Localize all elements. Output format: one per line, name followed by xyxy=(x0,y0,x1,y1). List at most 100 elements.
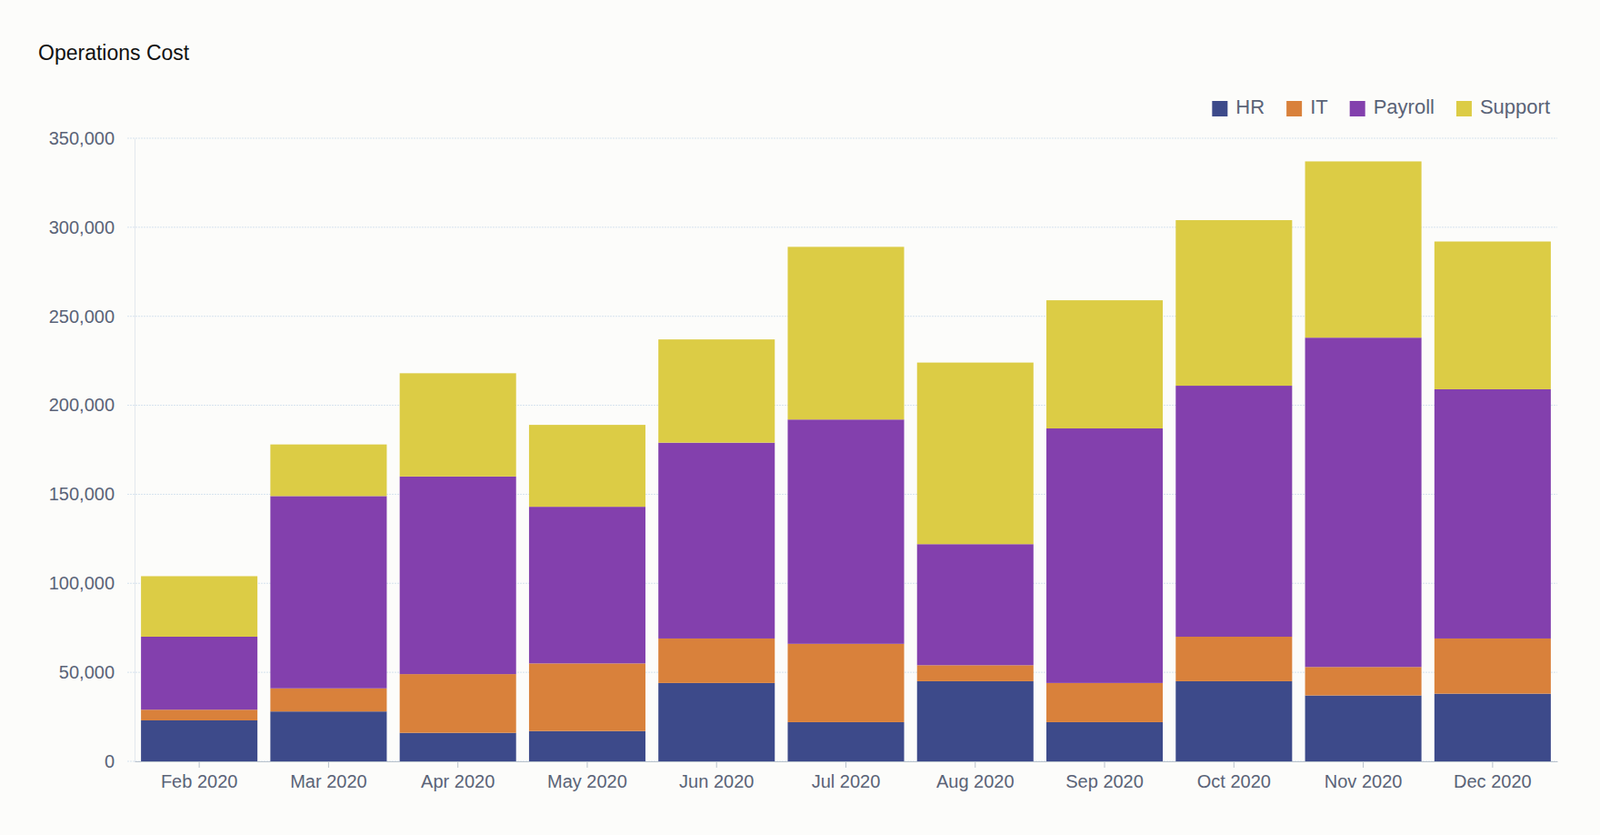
legend-item: Support xyxy=(1456,95,1550,119)
grid-line xyxy=(127,138,1558,140)
y-tick-label: 0 xyxy=(104,750,115,771)
bar xyxy=(529,424,646,507)
x-tick-label: Mar 2020 xyxy=(290,770,368,791)
y-tick-label: 150,000 xyxy=(49,483,115,504)
bar xyxy=(270,710,387,761)
y-tick: 350,000 xyxy=(49,128,135,149)
x-tick: Dec 2020 xyxy=(1453,760,1532,791)
legend-swatch xyxy=(1211,100,1228,117)
bar xyxy=(1046,682,1163,722)
x-tick: Sep 2020 xyxy=(1065,760,1144,791)
x-tick-label: Feb 2020 xyxy=(160,770,239,791)
legend-item: HR xyxy=(1211,95,1265,119)
bar xyxy=(270,444,387,497)
bar xyxy=(917,664,1034,681)
y-tick: 0 xyxy=(104,750,135,771)
y-tick-label: 250,000 xyxy=(49,306,115,327)
x-tick-label: May 2020 xyxy=(547,770,628,791)
y-axis-line xyxy=(134,139,136,762)
bar xyxy=(1175,680,1292,761)
bar xyxy=(1434,389,1551,639)
bar xyxy=(529,506,646,663)
bar xyxy=(1046,428,1163,683)
x-tick-mark xyxy=(716,760,718,768)
y-tick: 250,000 xyxy=(49,306,135,327)
legend-swatch xyxy=(1286,100,1302,117)
x-tick-label: Jul 2020 xyxy=(811,770,881,791)
x-tick-mark xyxy=(1233,760,1235,768)
bar xyxy=(270,688,387,711)
x-tick: May 2020 xyxy=(547,760,628,791)
bar xyxy=(400,732,517,761)
x-tick-label: Nov 2020 xyxy=(1324,770,1403,791)
x-tick-mark xyxy=(845,760,847,768)
bar xyxy=(140,720,258,761)
bar xyxy=(1434,638,1551,694)
x-tick: Mar 2020 xyxy=(290,760,368,791)
y-tick: 150,000 xyxy=(49,483,135,504)
bar xyxy=(1046,300,1163,429)
x-tick-mark xyxy=(199,760,200,768)
bar xyxy=(917,543,1034,665)
background xyxy=(0,0,1600,835)
legend: HR IT Payroll Support xyxy=(1211,95,1550,119)
legend-swatch xyxy=(1456,100,1472,117)
y-axis: 0 50,000 100,000 150,000 200,000 250,000 300,0… xyxy=(49,128,136,771)
y-tick: 300,000 xyxy=(49,217,135,238)
legend-item: IT xyxy=(1286,95,1329,119)
y-tick: 100,000 xyxy=(49,572,135,593)
bar xyxy=(1305,695,1422,761)
bar xyxy=(400,673,517,733)
bar xyxy=(917,680,1034,761)
bar xyxy=(1305,337,1422,667)
bar xyxy=(140,636,258,710)
x-tick-label: Aug 2020 xyxy=(936,770,1015,791)
x-tick-mark xyxy=(328,760,330,768)
x-tick-label: Apr 2020 xyxy=(420,770,495,791)
x-tick-mark xyxy=(457,760,459,768)
bar xyxy=(1175,636,1292,681)
bar xyxy=(400,372,517,477)
legend-label: Support xyxy=(1480,95,1550,119)
x-tick-label: Sep 2020 xyxy=(1065,770,1144,791)
x-tick: Jul 2020 xyxy=(811,760,881,791)
series xyxy=(140,160,1551,637)
legend-label: IT xyxy=(1310,95,1329,119)
bar xyxy=(1305,160,1422,338)
bar xyxy=(529,662,646,730)
x-tick: Aug 2020 xyxy=(936,760,1015,791)
bar xyxy=(1175,385,1292,637)
bar xyxy=(787,721,904,761)
y-tick-label: 50,000 xyxy=(59,661,115,682)
y-tick-label: 100,000 xyxy=(49,572,115,593)
x-tick: Oct 2020 xyxy=(1197,760,1271,791)
bar xyxy=(787,246,904,420)
bar xyxy=(658,682,775,761)
bar xyxy=(1175,220,1292,386)
legend-label: HR xyxy=(1235,95,1265,119)
x-tick-mark xyxy=(1104,760,1106,768)
x-tick-label: Jun 2020 xyxy=(679,770,754,791)
x-axis: Feb 2020 Mar 2020 Apr 2020 May 2020 Jun 2020… xyxy=(135,760,1559,791)
bar xyxy=(658,638,775,683)
bar xyxy=(787,643,904,722)
grid xyxy=(127,138,1558,761)
bar xyxy=(1434,693,1551,761)
x-tick-mark xyxy=(1491,760,1493,768)
bar xyxy=(140,709,258,720)
plot: 0 50,000 100,000 150,000 200,000 250,000 300,0… xyxy=(49,128,1559,791)
x-tick-label: Oct 2020 xyxy=(1197,770,1271,791)
x-tick: Apr 2020 xyxy=(420,760,495,791)
title: Operations Cost xyxy=(38,40,190,65)
bar xyxy=(658,339,775,443)
x-tick: Jun 2020 xyxy=(679,760,754,791)
legend-item: Payroll xyxy=(1350,95,1435,119)
bar xyxy=(658,442,775,639)
bar xyxy=(1434,241,1551,390)
bar xyxy=(270,495,387,688)
bars xyxy=(140,160,1551,761)
x-tick-label: Dec 2020 xyxy=(1453,770,1532,791)
y-tick: 200,000 xyxy=(49,394,135,415)
legend-label: Payroll xyxy=(1373,95,1435,119)
bar xyxy=(1046,721,1163,761)
